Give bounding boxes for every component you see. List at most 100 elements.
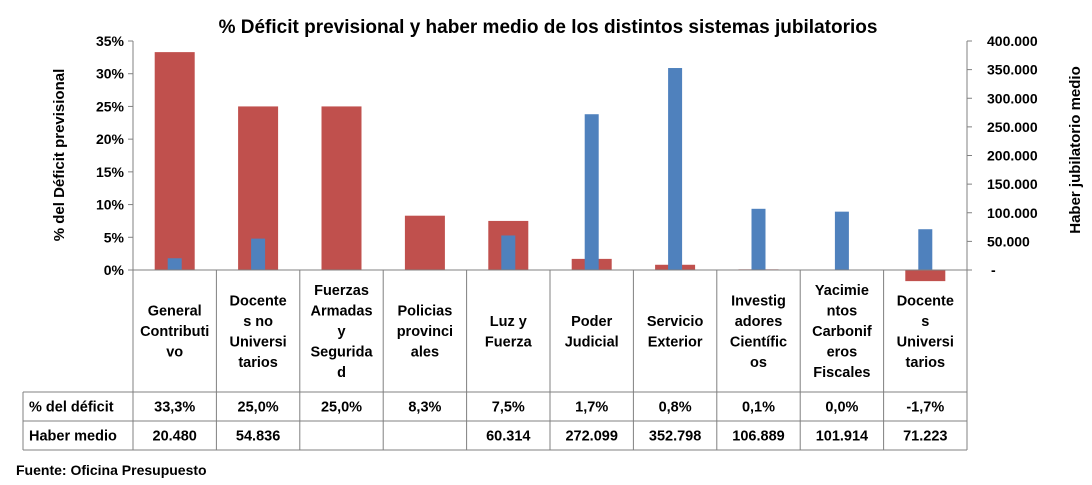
left-tick-label: 30% (96, 66, 125, 82)
data-table: General Contributi vo Docente s no Universi ta… (22, 270, 968, 451)
category-label-line: y (337, 324, 345, 340)
category-label-line: provinci (397, 324, 453, 340)
category-label: Docente s Universi tarios (897, 293, 954, 371)
data-label: 0,1% (742, 400, 775, 416)
right-tick-label: - (991, 262, 996, 278)
y2-axis-title: Haber jubilatorio medio (1067, 66, 1084, 234)
category-label-line: Universi (897, 334, 954, 350)
category-label-line: os (750, 355, 767, 371)
data-label: 1,7% (575, 400, 608, 416)
data-label: 25,0% (321, 400, 362, 416)
category-label-line: Armadas (310, 304, 372, 320)
data-label: 352.798 (649, 429, 701, 445)
deficit-bar (154, 52, 195, 270)
category-label: Policias provinci ales (397, 304, 453, 361)
category-label: General Contributi vo (140, 304, 209, 361)
category-label-line: Contributi (140, 324, 209, 340)
category-label-line: s no (243, 314, 273, 330)
category-label-line: Fuerzas (314, 283, 369, 299)
haber-bar (251, 238, 266, 270)
category-label-line: Universi (229, 334, 286, 350)
y-axis-title: % del Déficit previsional (51, 69, 68, 242)
data-label: 25,0% (238, 400, 279, 416)
category-label-line: Exterior (648, 334, 703, 350)
data-label: 20.480 (153, 429, 197, 445)
category-label-line: Fiscales (813, 365, 870, 381)
data-label: 101.914 (816, 429, 868, 445)
category-label-line: Docente (897, 293, 954, 309)
table-row-header: % del déficit (29, 400, 114, 416)
left-tick-label: 25% (96, 98, 125, 114)
category-label-line: Policias (397, 304, 452, 320)
data-label: 106.889 (732, 429, 784, 445)
category-label-line: eros (827, 345, 858, 361)
data-label: 7,5% (492, 400, 525, 416)
category-label-line: Yacimie (815, 283, 869, 299)
data-label: -1,7% (906, 400, 944, 416)
right-tick-label: 50.000 (987, 233, 1030, 249)
category-label-line: tarios (906, 355, 946, 371)
data-label: 0,0% (825, 400, 858, 416)
category-label-line: Investig (731, 293, 786, 309)
right-tick-label: 350.000 (987, 62, 1038, 78)
haber-bar (751, 208, 766, 270)
category-label-line: Poder (571, 314, 612, 330)
data-label: 8,3% (408, 400, 441, 416)
haber-bar (668, 68, 683, 270)
left-tick-label: 5% (104, 229, 125, 245)
source-note: Fuente: Oficina Presupuesto (16, 462, 207, 478)
category-label-line: Fuerza (485, 334, 533, 350)
category-label-line: tarios (238, 355, 278, 371)
left-tick-label: 20% (96, 131, 125, 147)
chart-title: % Déficit previsional y haber medio de l… (219, 17, 878, 38)
left-axis-ticks: 0% 5% 10% 15% 20% 25% 30% 35% (96, 33, 133, 278)
data-label: 71.223 (903, 429, 947, 445)
category-label: Investig adores Científic os (730, 293, 787, 371)
category-label: Poder Judicial (565, 314, 619, 351)
left-tick-label: 0% (104, 262, 125, 278)
right-tick-label: 150.000 (987, 176, 1038, 192)
category-label: Luz y Fuerza (485, 314, 533, 351)
category-label-line: Luz y (490, 314, 527, 330)
haber-bar (834, 211, 849, 270)
left-tick-label: 10% (96, 197, 125, 213)
data-label: 272.099 (565, 429, 617, 445)
left-tick-label: 15% (96, 164, 125, 180)
category-label-line: Judicial (565, 334, 619, 350)
category-label-line: Carbonif (812, 324, 872, 340)
data-label: 0,8% (659, 400, 692, 416)
category-label: Yacimie ntos Carbonif eros Fiscales (812, 283, 872, 381)
category-label-line: General (148, 304, 202, 320)
haber-bar (501, 235, 516, 270)
table-row-header: Haber medio (29, 429, 117, 445)
category-label: Fuerzas Armadas y Segurida d (310, 283, 373, 381)
category-label: Servicio Exterior (647, 314, 704, 351)
data-label: 60.314 (486, 429, 530, 445)
deficit-bar (905, 270, 946, 282)
haber-bar (584, 114, 599, 270)
deficit-bar (404, 215, 445, 270)
data-label: 54.836 (236, 429, 280, 445)
haber-bar (918, 229, 933, 270)
right-tick-label: 200.000 (987, 148, 1038, 164)
haber-bar (167, 258, 182, 270)
data-label: 33,3% (154, 400, 195, 416)
right-tick-label: 100.000 (987, 205, 1038, 221)
right-tick-label: 250.000 (987, 119, 1038, 135)
category-label-line: ales (411, 345, 439, 361)
category-label-line: Segurida (310, 345, 373, 361)
category-label-line: adores (735, 314, 783, 330)
right-tick-label: 300.000 (987, 90, 1038, 106)
left-tick-label: 35% (96, 33, 125, 49)
right-tick-label: 400.000 (987, 33, 1038, 49)
category-label-line: vo (166, 345, 183, 361)
category-label-line: Docente (229, 293, 286, 309)
bars (154, 52, 946, 282)
category-label-line: Servicio (647, 314, 704, 330)
category-label-line: d (337, 365, 346, 381)
category-label-line: ntos (827, 304, 858, 320)
category-label-line: Científic (730, 334, 787, 350)
deficit-bar (321, 106, 362, 270)
right-axis-ticks: - 50.000 100.000 150.000 200.000 250.000 300.0… (967, 33, 1038, 278)
